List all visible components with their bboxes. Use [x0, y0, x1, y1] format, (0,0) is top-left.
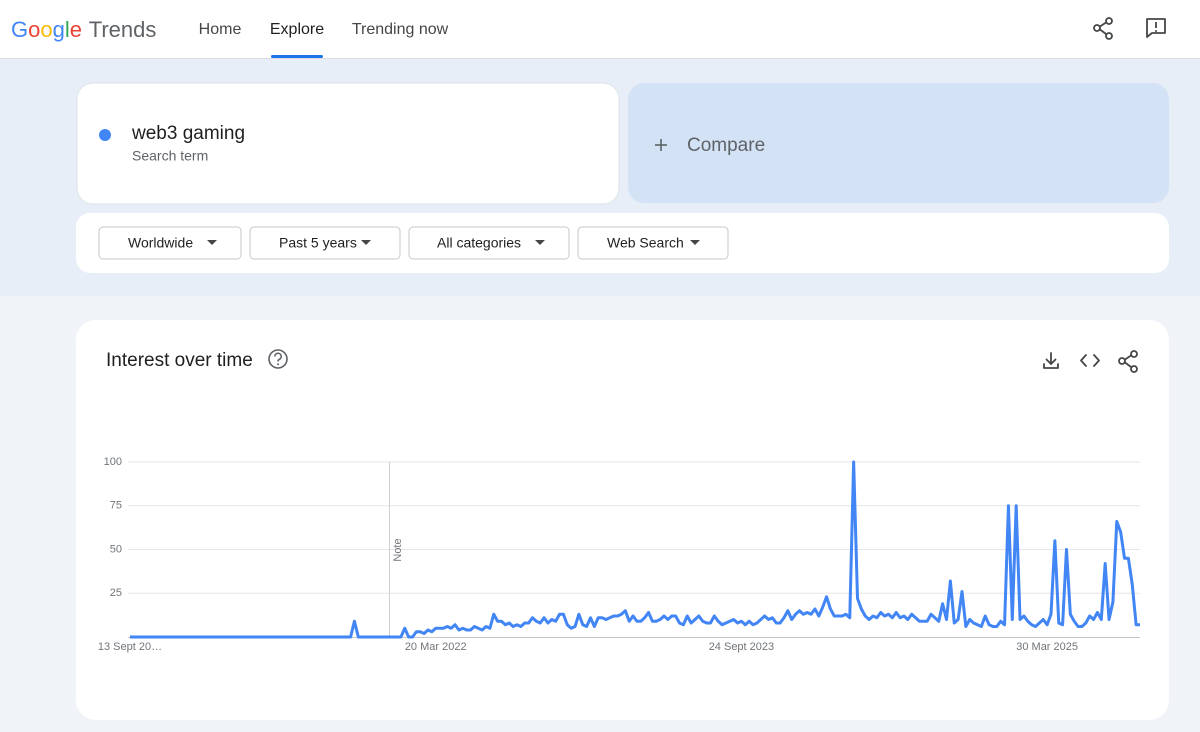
filter-box	[408, 226, 570, 260]
filter-box	[98, 226, 242, 260]
filter-label: Worldwide	[128, 235, 193, 251]
filter-label: All categories	[437, 235, 521, 251]
logo-product: Trends	[89, 17, 157, 42]
y-tick-label: 75	[110, 500, 122, 512]
share-button[interactable]	[1093, 17, 1113, 40]
nav-link[interactable]: Trending now	[352, 21, 449, 38]
trend-line	[130, 460, 1140, 639]
nav-link[interactable]: Home	[199, 21, 242, 38]
nav-active-indicator	[271, 55, 323, 58]
dropdown-arrow	[207, 240, 217, 245]
filter-dropdown[interactable]: Past 5 years	[249, 226, 401, 260]
filter-dropdown[interactable]: All categories	[408, 226, 570, 260]
x-tick-label: 20 Mar 2022	[405, 641, 467, 653]
logo[interactable]: Google Trends	[11, 17, 156, 42]
y-tick-label: 100	[104, 456, 122, 468]
annotation-label: Note	[392, 538, 404, 561]
filter-box	[249, 226, 401, 260]
embed-button[interactable]	[1080, 354, 1100, 367]
plot: 25 50 75 100 13 Sept 20… 20 Mar 2022 24 Sept 2…	[98, 456, 1140, 653]
filter-dropdown[interactable]: Web Search	[577, 226, 729, 260]
dropdown-arrow	[361, 240, 371, 245]
logo-letter: e	[70, 17, 82, 42]
logo-letter: l	[65, 17, 70, 42]
logo-letter: o	[40, 17, 52, 42]
dropdown-arrow	[690, 240, 700, 245]
y-tick-label: 25	[110, 587, 122, 599]
compare-plus	[655, 139, 667, 151]
y-tick-label: 50	[110, 543, 122, 555]
filter-dropdown[interactable]: Worldwide	[98, 226, 242, 260]
logo-letter: G	[11, 17, 28, 42]
filter-label: Web Search	[607, 235, 684, 251]
logo-letter: g	[53, 17, 65, 42]
logo-letter: o	[28, 17, 40, 42]
filter-label: Past 5 years	[279, 235, 357, 251]
search-term-sublabel: Search term	[132, 148, 208, 164]
compare-label[interactable]: Compare	[687, 135, 765, 156]
help-icon[interactable]	[268, 349, 288, 369]
search-term-card[interactable]	[76, 82, 620, 205]
feedback-button[interactable]	[1146, 18, 1166, 38]
filter-box	[577, 226, 729, 260]
x-tick-label: 13 Sept 20…	[98, 641, 162, 653]
compare-card[interactable]	[628, 83, 1169, 203]
download-button[interactable]	[1043, 352, 1059, 369]
x-tick-label: 24 Sept 2023	[709, 641, 774, 653]
chart-share-button[interactable]	[1118, 350, 1138, 373]
x-tick-label: 30 Mar 2025	[1016, 641, 1078, 653]
dropdown-arrow	[535, 240, 545, 245]
nav-link[interactable]: Explore	[270, 21, 324, 38]
chart-card	[76, 320, 1169, 720]
series-dot	[99, 129, 111, 141]
search-term[interactable]: web3 gaming	[131, 123, 245, 144]
header	[0, 0, 1200, 58]
chart-title: Interest over time	[106, 350, 253, 371]
